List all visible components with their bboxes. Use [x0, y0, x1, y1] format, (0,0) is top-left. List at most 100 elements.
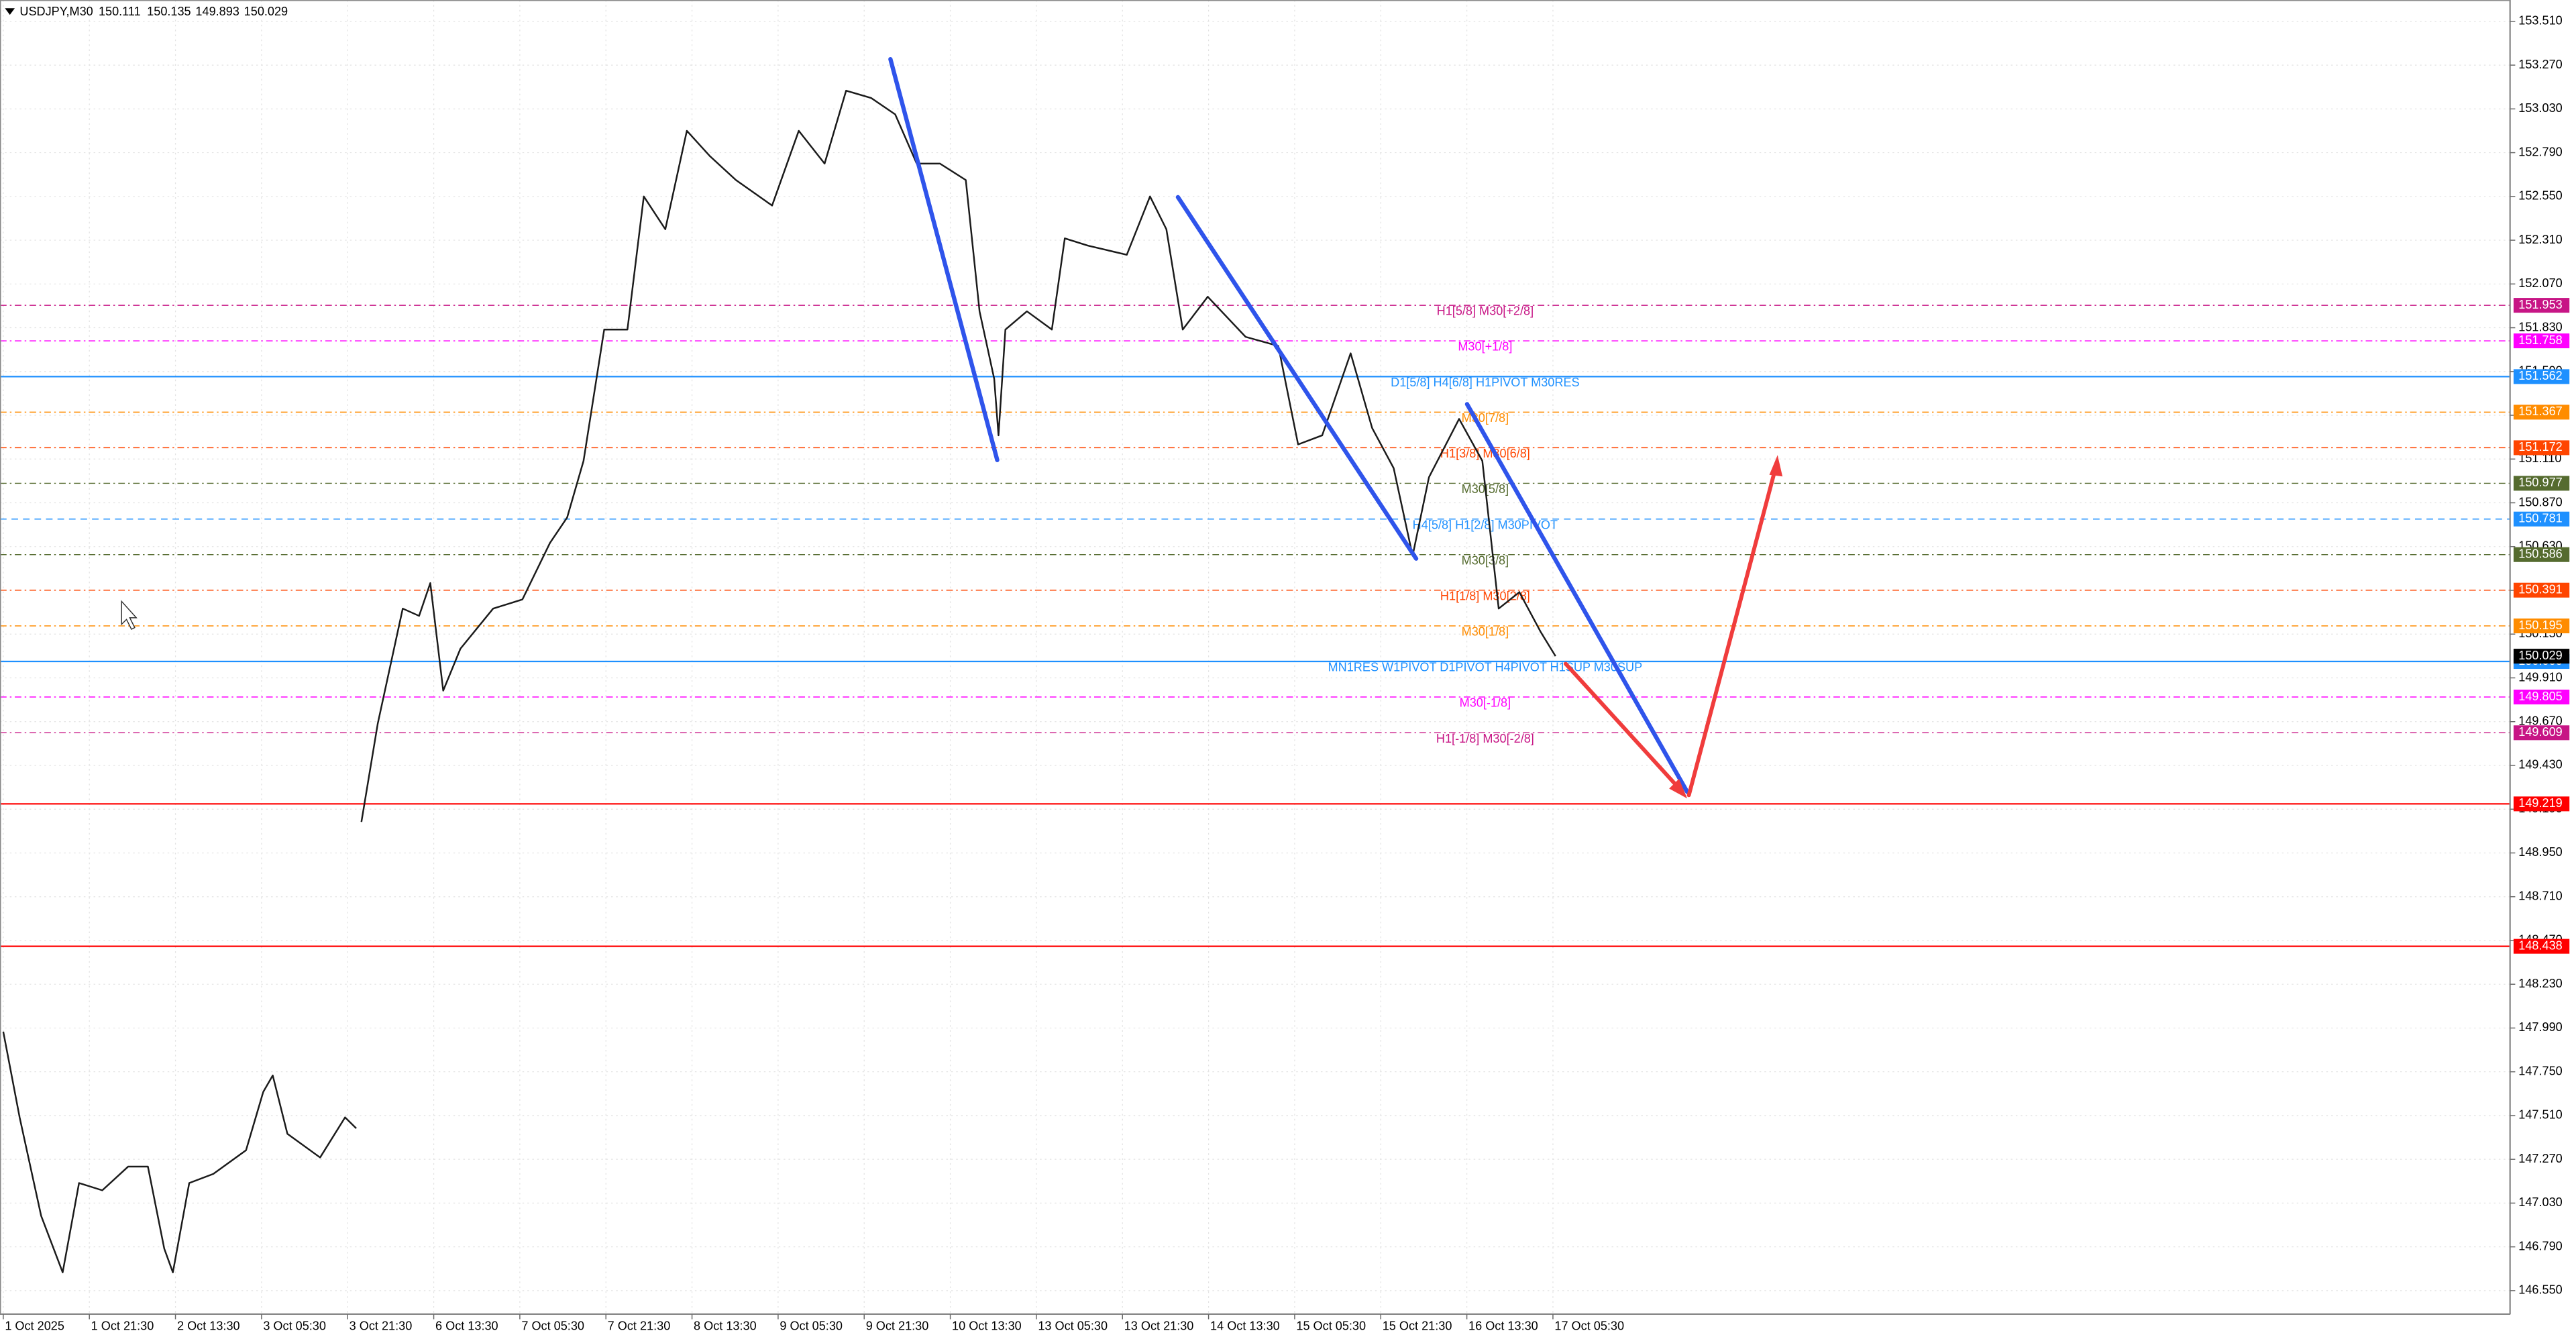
y-tick-label: 153.510: [2518, 14, 2562, 28]
plot: [2, 89, 1556, 1273]
forecast-arrow: [1563, 661, 1684, 794]
x-tick-label: 13 Oct 05:30: [1038, 1319, 1108, 1332]
price-tag-label: 149.219: [2518, 796, 2562, 810]
level-label: D1[5/8] H4[6/8] H1PIVOT M30RES: [1391, 376, 1580, 389]
price-tag: [2513, 690, 2570, 705]
arrow-head: [1669, 778, 1688, 799]
plot-frame: [0, 0, 2511, 1315]
y-tick-label: 153.030: [2518, 101, 2562, 115]
price-tag: [2513, 796, 2570, 812]
price-tag-label: 150.195: [2518, 619, 2562, 632]
x-tick-label: 6 Oct 13:30: [435, 1319, 498, 1332]
price-tag: [2513, 405, 2570, 420]
y-tick-label: 152.790: [2518, 145, 2562, 158]
y-tick-label: 153.270: [2518, 58, 2562, 71]
ohlc-value: 149.893: [195, 5, 239, 18]
ohlc-value: 150.135: [147, 5, 191, 18]
price-tag-label: 149.609: [2518, 725, 2562, 739]
y-tick-label: 146.550: [2518, 1283, 2562, 1297]
y-tick-label: 147.030: [2518, 1195, 2562, 1209]
x-tick-label: 17 Oct 05:30: [1554, 1319, 1624, 1332]
axes: 153.510 153.270 153.030 152.790 152.550 152.3…: [3, 14, 2570, 1332]
price-tag-label: 151.172: [2518, 440, 2562, 453]
price-tag-label: 151.953: [2518, 298, 2562, 311]
level-label: M30[-1/8]: [1460, 696, 1511, 710]
price-tag-label: 151.758: [2518, 333, 2562, 347]
level-label: H1[-1/8] M30[-2/8]: [1436, 732, 1534, 745]
y-tick-label: 147.990: [2518, 1020, 2562, 1034]
x-tick-label: 7 Oct 05:30: [521, 1319, 584, 1332]
current-price-tag: [2513, 649, 2570, 664]
time-axis: [0, 1314, 2511, 1339]
y-tick-label: 152.070: [2518, 276, 2562, 290]
price-tag: [2513, 939, 2570, 954]
x-tick-label: 16 Oct 13:30: [1468, 1319, 1538, 1332]
y-tick-label: 150.870: [2518, 495, 2562, 508]
x-tick-label: 15 Oct 21:30: [1383, 1319, 1452, 1332]
x-tick-label: 1 Oct 21:30: [91, 1319, 154, 1332]
price-tag-label: 150.977: [2518, 476, 2562, 489]
price-axis: [2510, 0, 2576, 1339]
price-tag: [2513, 582, 2570, 598]
x-tick-label: 3 Oct 21:30: [350, 1319, 413, 1332]
price-tag: [2513, 298, 2570, 313]
forecast-arrow: [1686, 464, 1778, 798]
y-tick-label: 152.310: [2518, 233, 2562, 246]
y-tick-label: 148.230: [2518, 977, 2562, 990]
y-tick-label: 152.550: [2518, 189, 2562, 203]
grid: [0, 0, 2511, 1315]
price-tag: [2513, 333, 2570, 349]
current-price-label: 150.029: [2518, 649, 2562, 662]
y-tick-label: 147.270: [2518, 1152, 2562, 1165]
price-tag: [2513, 369, 2570, 384]
level-label: M30[3/8]: [1462, 553, 1509, 567]
level-label: H1[1/8] M30[2/8]: [1440, 589, 1530, 602]
level-label: MN1RES W1PIVOT D1PIVOT H4PIVOT H1SUP M30…: [1328, 661, 1643, 674]
drawings: [888, 57, 1783, 799]
level-label: M30[1/8]: [1462, 625, 1509, 639]
x-tick-label: 1 Oct 2025: [5, 1319, 64, 1332]
mouse-cursor: [121, 600, 138, 630]
symbol: USDJPY,M30: [19, 5, 93, 18]
header: USDJPY,M30 150.111 150.135 149.893 150.029: [5, 5, 288, 18]
y-tick-label: 149.670: [2518, 714, 2562, 728]
price-tag: [2513, 476, 2570, 491]
price-tag: [2513, 440, 2570, 456]
x-tick-label: 8 Oct 13:30: [694, 1319, 757, 1332]
y-tick-label: 147.750: [2518, 1064, 2562, 1077]
price-tag-label: 150.391: [2518, 583, 2562, 596]
price-tag: [2513, 618, 2570, 634]
level-label: H4[5/8] H1[2/8] M30PIVOT: [1413, 518, 1558, 531]
y-tick-label: 151.830: [2518, 320, 2562, 333]
x-tick-label: 9 Oct 05:30: [780, 1319, 843, 1332]
ohlc-value: 150.029: [244, 5, 288, 18]
price-tag-label: 151.367: [2518, 405, 2562, 418]
x-tick-label: 2 Oct 13:30: [177, 1319, 240, 1332]
x-tick-label: 7 Oct 21:30: [608, 1319, 671, 1332]
price-tag: [2513, 547, 2570, 562]
y-tick-label: 149.910: [2518, 670, 2562, 684]
price-tag-label: 148.438: [2518, 939, 2562, 952]
price-tag: [2513, 511, 2570, 527]
trend-line: [1175, 195, 1419, 561]
level-label: M30[+1/8]: [1458, 340, 1512, 354]
price-tag-label: 150.586: [2518, 547, 2562, 561]
y-tick-label: 148.710: [2518, 889, 2562, 902]
price-tag-label: 149.805: [2518, 690, 2562, 703]
x-tick-label: 9 Oct 21:30: [866, 1319, 929, 1332]
x-tick-label: 14 Oct 13:30: [1210, 1319, 1280, 1332]
level-label: H1[3/8] M30[6/8]: [1440, 447, 1530, 460]
y-tick-label: 147.510: [2518, 1108, 2562, 1122]
level-label: M30[7/8]: [1462, 411, 1509, 425]
y-tick-label: 146.790: [2518, 1239, 2562, 1252]
y-tick-label: 149.430: [2518, 758, 2562, 771]
ohlc-value: 150.111: [99, 5, 141, 18]
arrow-head: [1769, 455, 1783, 477]
price-line: [2, 89, 1556, 1273]
symbol-arrow: [5, 8, 15, 15]
x-tick-label: 10 Oct 13:30: [952, 1319, 1022, 1332]
trend-line: [888, 57, 1000, 462]
trend-line: [1464, 402, 1690, 794]
